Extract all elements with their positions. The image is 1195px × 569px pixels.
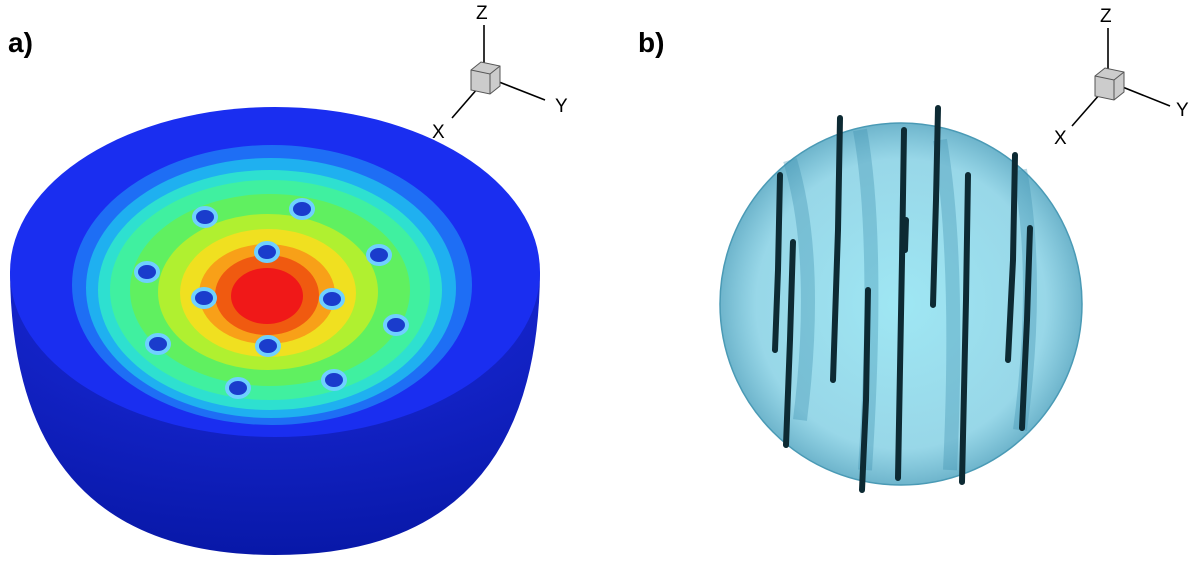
vortex-rod	[959, 172, 971, 485]
vortex-rod	[783, 239, 796, 448]
hemisphere	[10, 107, 540, 555]
spot	[192, 206, 218, 228]
spot	[321, 369, 347, 391]
axis-line	[1071, 93, 1101, 127]
axis-label: X	[432, 122, 445, 143]
vortex-rod	[1019, 225, 1033, 431]
axis-cube	[1094, 67, 1125, 101]
spot	[366, 244, 392, 266]
spot	[319, 288, 345, 310]
spot	[254, 241, 280, 263]
axis-line	[451, 87, 479, 119]
axis-triad: Z Y X	[1054, 6, 1189, 149]
spot	[255, 335, 281, 357]
vortex-rod	[830, 115, 843, 383]
spot	[289, 198, 315, 220]
vortex-rod	[895, 127, 907, 481]
axis-line	[1119, 85, 1171, 107]
contour	[231, 268, 303, 324]
spots	[134, 198, 409, 399]
spot	[145, 333, 171, 355]
panel-label: b)	[638, 27, 664, 58]
spot	[225, 377, 251, 399]
axis-cube-edge	[470, 65, 501, 94]
axis-label: X	[1054, 128, 1067, 149]
axis-label: Z	[476, 3, 488, 24]
vortex-rod	[902, 217, 909, 253]
spot	[191, 287, 217, 309]
axis-label: Y	[555, 96, 568, 117]
sphere	[719, 105, 1083, 493]
vortex-rod	[859, 287, 871, 493]
panel-label: a)	[8, 27, 33, 58]
axis-cube-edge	[1094, 71, 1125, 100]
spot	[383, 314, 409, 336]
vortex-shadow	[783, 128, 1037, 471]
vortex-rod	[930, 105, 941, 308]
axis-line	[493, 79, 546, 101]
axis-label: Y	[1176, 100, 1189, 121]
axis-label: Z	[1100, 6, 1112, 27]
vortex-rod	[1005, 152, 1018, 363]
vortex-rod	[772, 172, 783, 353]
axis-cube	[470, 61, 501, 95]
spot	[134, 261, 160, 283]
axis-triad: Z Y X	[432, 3, 568, 143]
